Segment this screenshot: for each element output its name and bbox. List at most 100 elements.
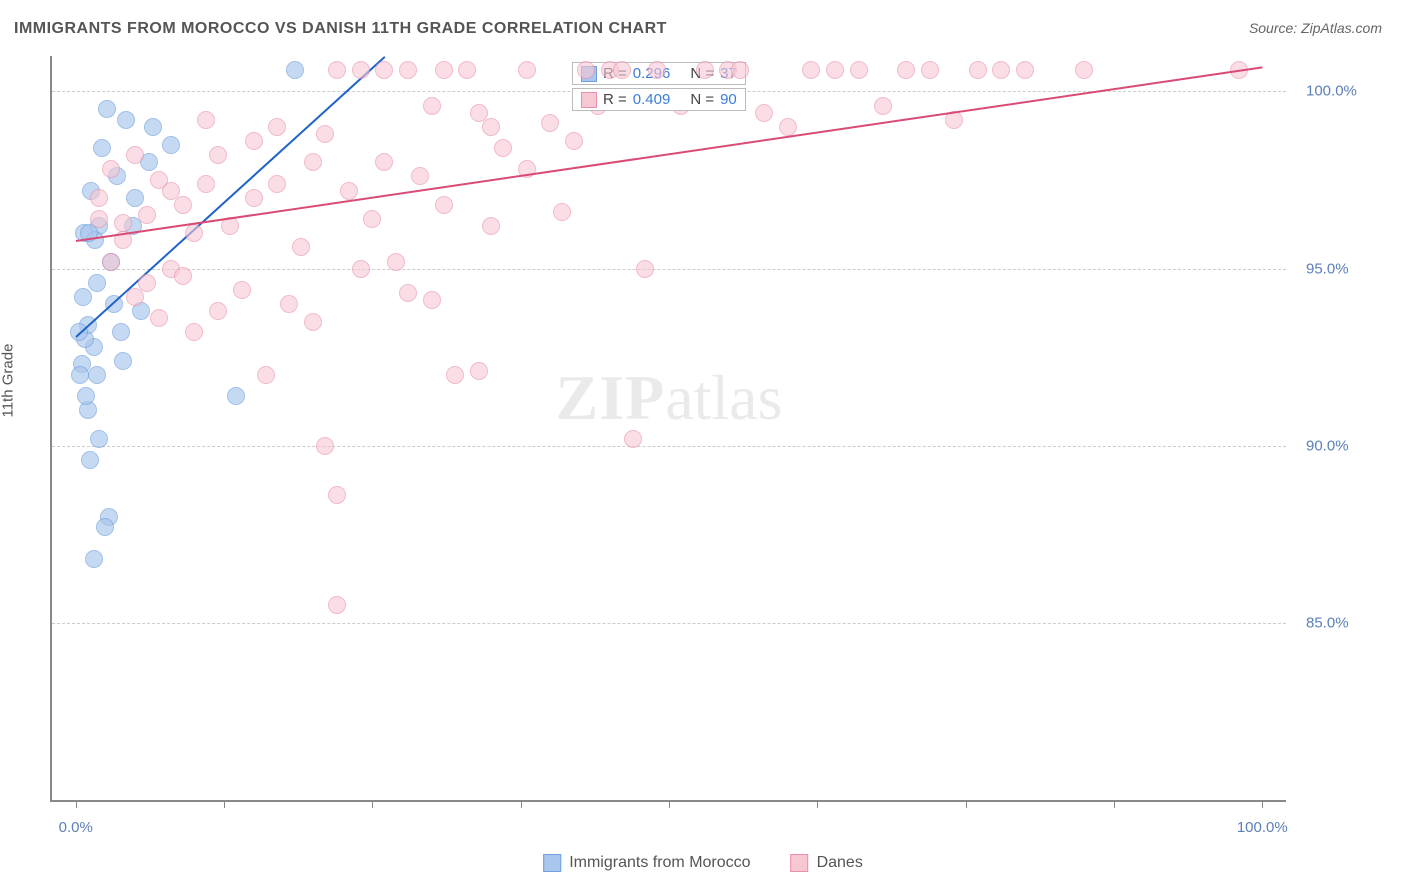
data-point (88, 366, 106, 384)
data-point (257, 366, 275, 384)
data-point (423, 97, 441, 115)
x-tick (521, 800, 522, 808)
data-point (71, 366, 89, 384)
data-point (209, 302, 227, 320)
data-point (209, 146, 227, 164)
data-point (624, 430, 642, 448)
data-point (399, 61, 417, 79)
data-point (245, 189, 263, 207)
data-point (435, 196, 453, 214)
legend-swatch-danes (791, 854, 809, 872)
data-point (553, 203, 571, 221)
legend-item-danes: Danes (791, 854, 863, 872)
data-point (268, 175, 286, 193)
data-point (286, 61, 304, 79)
data-point (90, 189, 108, 207)
stats-box: R =0.409N =90 (572, 88, 746, 111)
data-point (304, 153, 322, 171)
data-point (112, 323, 130, 341)
source-attribution: Source: ZipAtlas.com (1249, 20, 1382, 36)
data-point (446, 366, 464, 384)
data-point (826, 61, 844, 79)
y-axis-label: 11th Grade (0, 344, 17, 418)
data-point (435, 61, 453, 79)
data-point (126, 288, 144, 306)
data-point (375, 153, 393, 171)
legend-label-danes: Danes (817, 854, 863, 872)
data-point (482, 118, 500, 136)
y-tick-label: 85.0% (1306, 614, 1349, 631)
chart-container: IMMIGRANTS FROM MOROCCO VS DANISH 11TH G… (0, 0, 1406, 892)
trend-line (75, 56, 385, 337)
data-point (482, 217, 500, 235)
data-point (316, 125, 334, 143)
data-point (874, 97, 892, 115)
data-point (328, 596, 346, 614)
data-point (90, 210, 108, 228)
legend-swatch-morocco (543, 854, 561, 872)
data-point (352, 61, 370, 79)
legend: Immigrants from Morocco Danes (543, 854, 863, 872)
data-point (85, 550, 103, 568)
x-tick (1262, 800, 1263, 808)
data-point (93, 139, 111, 157)
data-point (174, 196, 192, 214)
gridline-h (52, 269, 1286, 270)
data-point (992, 61, 1010, 79)
data-point (470, 362, 488, 380)
data-point (363, 210, 381, 228)
data-point (850, 61, 868, 79)
data-point (577, 61, 595, 79)
x-tick (817, 800, 818, 808)
data-point (328, 486, 346, 504)
data-point (648, 61, 666, 79)
y-tick-label: 95.0% (1306, 260, 1349, 277)
gridline-h (52, 446, 1286, 447)
data-point (755, 104, 773, 122)
y-tick-label: 90.0% (1306, 437, 1349, 454)
data-point (375, 61, 393, 79)
data-point (340, 182, 358, 200)
data-point (328, 61, 346, 79)
data-point (197, 111, 215, 129)
data-point (96, 518, 114, 536)
data-point (117, 111, 135, 129)
data-point (114, 352, 132, 370)
x-tick (224, 800, 225, 808)
data-point (197, 175, 215, 193)
data-point (494, 139, 512, 157)
data-point (102, 160, 120, 178)
data-point (174, 267, 192, 285)
data-point (185, 224, 203, 242)
stats-r-value: 0.409 (633, 91, 671, 108)
data-point (268, 118, 286, 136)
data-point (233, 281, 251, 299)
data-point (126, 189, 144, 207)
stats-n-label: N = (690, 91, 714, 108)
data-point (969, 61, 987, 79)
data-point (779, 118, 797, 136)
data-point (423, 291, 441, 309)
x-tick-label: 0.0% (59, 819, 93, 836)
data-point (90, 430, 108, 448)
data-point (1016, 61, 1034, 79)
data-point (292, 238, 310, 256)
data-point (280, 295, 298, 313)
data-point (77, 387, 95, 405)
chart-title: IMMIGRANTS FROM MOROCCO VS DANISH 11TH G… (14, 20, 667, 38)
watermark-light: atlas (665, 362, 782, 433)
data-point (387, 253, 405, 271)
data-point (150, 171, 168, 189)
stats-r-label: R = (603, 91, 627, 108)
data-point (352, 260, 370, 278)
data-point (897, 61, 915, 79)
x-tick (966, 800, 967, 808)
data-point (731, 61, 749, 79)
legend-item-morocco: Immigrants from Morocco (543, 854, 750, 872)
data-point (81, 451, 99, 469)
data-point (150, 309, 168, 327)
gridline-h (52, 623, 1286, 624)
data-point (245, 132, 263, 150)
data-point (802, 61, 820, 79)
data-point (411, 167, 429, 185)
